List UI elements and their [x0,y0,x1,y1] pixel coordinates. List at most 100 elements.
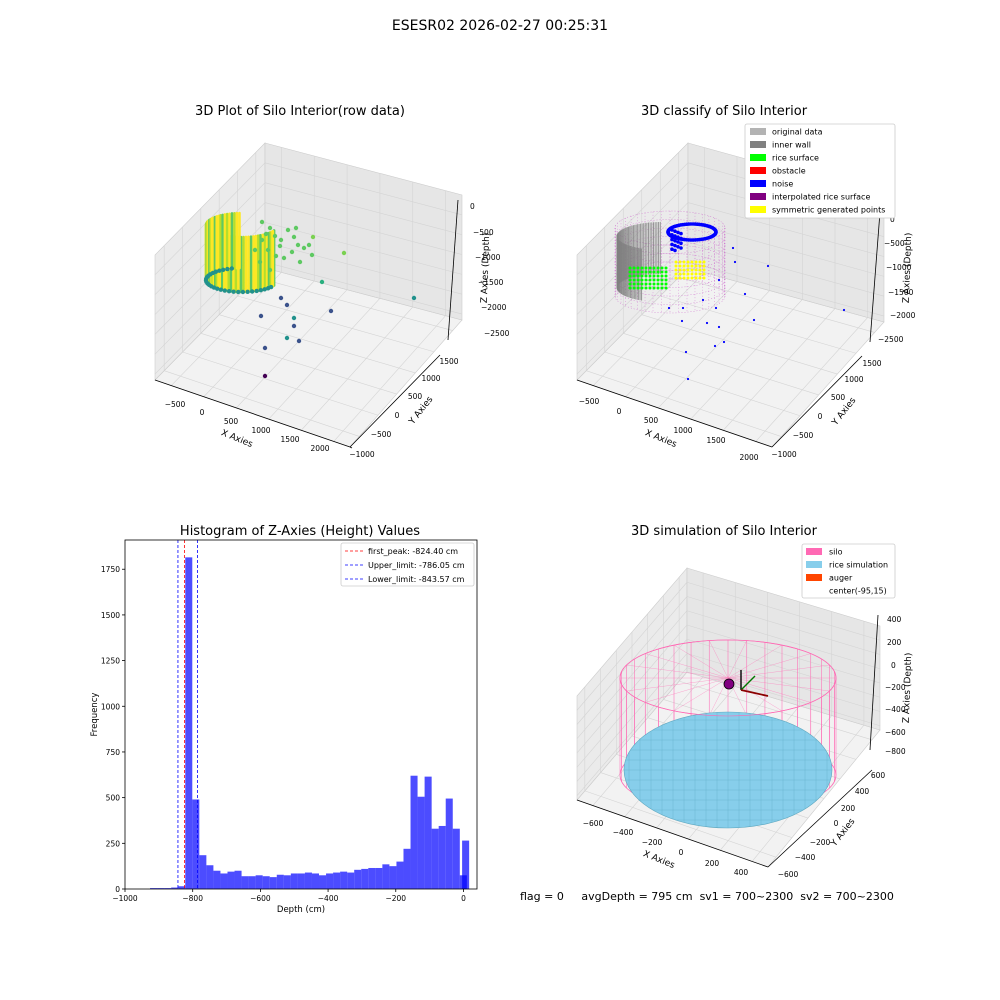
p2-noise-ring-point [666,231,671,236]
p1-cylinder-base-point [240,289,246,295]
p1-grid-y [237,295,435,353]
p2-noise-ring-point [680,222,685,227]
p3-y-tick-label: 750 [106,748,121,757]
p2-symmetric-point [702,264,706,268]
p2-rice-surface-point [652,266,656,270]
p2-noise-ring-point [713,231,718,236]
p2-interp-ring [614,244,726,280]
p2-rice-surface-point [636,270,640,274]
p1-x-tick-label: 0 [200,408,205,417]
p1-x-tick-label: 2000 [310,444,329,453]
p3-histogram-bar [276,874,284,889]
p2-noise-ring-point [713,232,717,236]
p2-rice-surface-point [640,270,644,274]
p2-interp-ring [614,278,726,314]
p2-y-axis-line [771,355,863,448]
p2-symmetric-point [690,276,694,280]
p2-noise-ring-point [714,230,718,234]
p2-noise-column-point [673,229,677,233]
p4-y-tick-label: −400 [795,853,816,862]
p1-interior-point [289,249,295,255]
p2-z-tick-label: −1000 [886,263,912,272]
p2-noise-ring-point [695,222,700,227]
p2-rice-surface-point [660,282,664,286]
p2-back-pane [687,142,885,323]
p3-legend-box [340,542,475,587]
p4-grid-y [663,699,857,760]
p4-silo-top-spoke [727,677,783,712]
p2-legend-box [744,123,896,219]
p2-floor-pane [576,267,885,448]
p4-legend-label: silo [829,548,843,557]
p3-x-tick-label: 0 [461,894,466,903]
p2-x-tick-label: 1000 [673,426,692,435]
p1-outlier-point [284,335,290,341]
p4-silo-top-spoke [727,677,747,716]
p1-x-tick-label: 1000 [251,426,270,435]
p2-interp-ring [614,219,726,254]
p2-grid-z [576,162,689,276]
p1-floor-pane [154,267,463,448]
p2-rice-surface-point [660,270,664,274]
p2-grid-y [660,295,857,354]
p2-symmetric-point [702,272,706,276]
p2-noise-ring-point [673,224,678,229]
p1-outlier-point [258,313,264,319]
p1-x-axis-line [154,379,351,448]
p1-outlier-point [278,295,284,301]
p2-noise-ring-point [711,226,716,231]
p4-silo-top-spoke [626,664,729,679]
p3-histogram-bar [206,865,214,889]
p2-symmetric-point [694,276,698,280]
p3-histogram-bar [241,876,249,889]
p2-noise-ring-point [689,222,693,226]
p1-interior-point [297,259,303,265]
p1-interior-point [265,247,271,253]
p2-rice-surface-point [632,282,636,286]
p2-y-tick-label: 0 [818,412,823,421]
p2-noise-column-point [670,233,674,237]
p2-symmetric-point [698,276,702,280]
p2-noise-ring-point [666,228,671,233]
p4-z-tick-label: −400 [885,705,906,714]
p1-cylinder-base-point [220,267,226,272]
p1-grid-z [154,241,266,355]
p3-histogram-bar [213,870,221,889]
p1-grid-y [182,351,379,416]
p1-cylinder-base-point [268,284,274,290]
panel2-title: 3D classify of Silo Interior [640,104,808,119]
p2-rice-surface-point [632,266,636,270]
p1-grid-x [236,289,348,409]
p2-noise-ring-point [667,232,671,236]
p2-noise-ring-point [668,233,673,238]
p1-outlier-point [341,250,347,256]
p2-rice-surface-point [652,270,656,274]
p1-x-tick-label: 500 [224,417,239,426]
p1-grid-z [154,182,266,295]
p1-cylinder-base-point [218,287,224,292]
p4-silo-top-spoke [673,644,729,679]
p4-x-tick-label: −200 [642,838,663,847]
p2-interp-ring [614,270,726,305]
p2-symmetric-point [698,260,702,264]
p2-noise-point [717,325,721,329]
p2-rice-surface-point [628,282,632,286]
p4-z-tick-label: 0 [891,661,896,670]
p3-histogram-bar [234,870,242,889]
p2-noise-ring-point [684,237,689,242]
p4-silo-top-spoke [727,640,747,679]
p3-x-tick-label: −1000 [112,894,138,903]
p2-x-tick-label: −500 [579,397,600,406]
p2-noise-ring-point [672,235,676,240]
p2-noise-ring-point [675,223,679,228]
p1-y-tick-label: 500 [408,392,423,401]
p1-interior-point [267,267,273,273]
p2-noise-point [733,260,737,264]
p1-grid-x [333,315,446,442]
p2-rice-surface-point [664,278,668,282]
p4-center-marker [723,678,735,690]
p2-noise-ring-point [667,233,672,237]
p4-y-tick-label: −600 [778,870,799,879]
p2-grid-z [687,182,885,237]
p4-silo-top-ring [619,639,837,717]
